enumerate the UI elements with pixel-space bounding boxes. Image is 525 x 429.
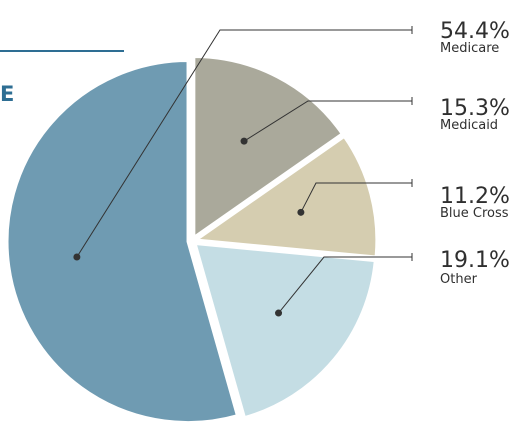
leader-line-blue-cross xyxy=(300,182,412,213)
leader-dot-medicare xyxy=(73,253,81,261)
slice-percent-blue-cross: 11.2% xyxy=(440,184,510,209)
pie-slice-medicare xyxy=(5,59,240,424)
pie-slice-blue-cross xyxy=(191,134,379,259)
slice-percent-medicare: 54.4% xyxy=(440,19,510,44)
slice-label-medicare: Medicare xyxy=(440,41,499,56)
slice-label-other: Other xyxy=(440,272,478,287)
slice-label-blue-cross: Blue Cross xyxy=(440,206,509,221)
leader-line-medicaid xyxy=(243,100,412,142)
leader-line-medicare xyxy=(76,29,412,258)
header-title-fragment: E xyxy=(0,82,15,106)
slice-percent-other: 19.1% xyxy=(440,248,510,273)
pie-slice-medicaid xyxy=(192,54,345,241)
leader-dot-other xyxy=(275,309,283,317)
slice-label-medicaid: Medicaid xyxy=(440,118,498,133)
leader-dot-medicaid xyxy=(240,137,248,145)
leader-line-other xyxy=(278,256,412,314)
header-rule xyxy=(0,50,124,52)
slice-percent-medicaid: 15.3% xyxy=(440,96,510,121)
leader-dot-blue-cross xyxy=(297,208,305,216)
pie-slice-other xyxy=(193,241,377,420)
